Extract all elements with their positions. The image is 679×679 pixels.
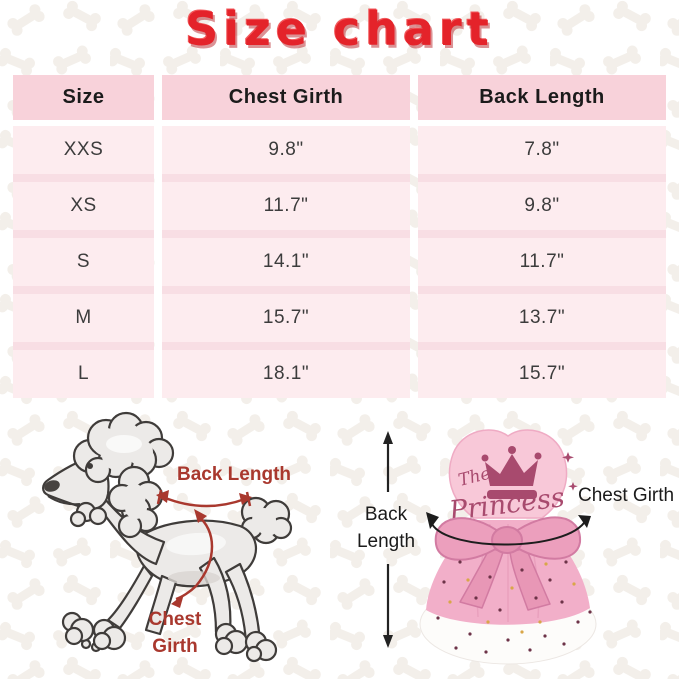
header-back-length: Back Length — [418, 75, 666, 120]
size-table: Size XXS XS S M L Chest Girth 9.8" 11.7"… — [13, 75, 666, 398]
crown-icon — [481, 446, 578, 499]
bow-icon — [434, 516, 582, 611]
dog-back-length-arrow — [156, 489, 252, 508]
cell-back-m: 13.7" — [418, 294, 666, 342]
cell-size-m: M — [13, 294, 154, 342]
sparkle-dots — [436, 560, 592, 654]
cell-back-xxs: 7.8" — [418, 126, 666, 174]
cell-chest-s: 14.1" — [162, 238, 410, 286]
cell-size-xs: XS — [13, 182, 154, 230]
dress-back-length-label: Back Length — [356, 504, 416, 552]
cell-size-s: S — [13, 238, 154, 286]
cell-size-xxs: XXS — [13, 126, 154, 174]
dress-chest-girth-label: Chest Girth — [578, 485, 675, 506]
size-column: Size XXS XS S M L — [13, 75, 154, 398]
cell-chest-l: 18.1" — [162, 350, 410, 398]
gold-sparkles — [448, 562, 576, 634]
back-length-column: Back Length 7.8" 9.8" 11.7" 13.7" 15.7" — [418, 75, 666, 398]
cell-size-l: L — [13, 350, 154, 398]
cell-chest-xxs: 9.8" — [162, 126, 410, 174]
dress-chest-girth-arrow — [426, 512, 591, 546]
header-size: Size — [13, 75, 154, 120]
page-title: Size chart — [185, 2, 494, 56]
dress-back-length-arrow — [383, 431, 393, 648]
leg-pom-icons — [61, 611, 278, 663]
dog-chest-girth-arrow — [171, 509, 214, 608]
cell-chest-m: 15.7" — [162, 294, 410, 342]
cell-chest-xs: 11.7" — [162, 182, 410, 230]
cell-back-l: 15.7" — [418, 350, 666, 398]
cell-back-s: 11.7" — [418, 238, 666, 286]
chest-girth-column: Chest Girth 9.8" 11.7" 14.1" 15.7" 18.1" — [162, 75, 410, 398]
dog-back-length-label: Back Length — [176, 464, 292, 485]
dress-illustration: The Princess — [383, 429, 597, 665]
cell-back-xs: 9.8" — [418, 182, 666, 230]
header-chest-girth: Chest Girth — [162, 75, 410, 120]
poodle-illustration — [42, 411, 293, 663]
dog-chest-girth-label: Chest Girth — [148, 609, 202, 657]
